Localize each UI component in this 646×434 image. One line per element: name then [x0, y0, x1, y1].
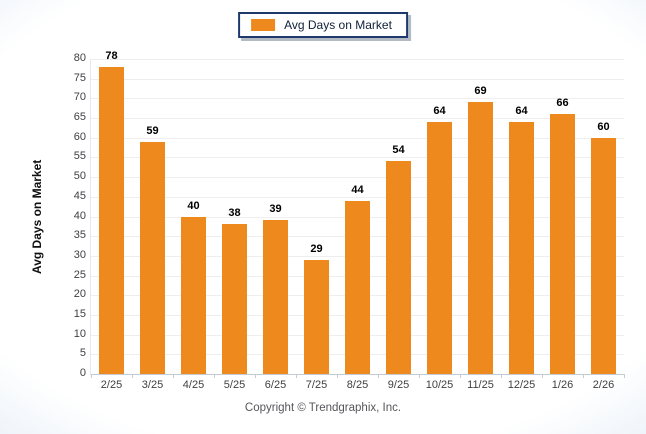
x-axis-tick: [542, 374, 543, 378]
x-axis-tick: [460, 374, 461, 378]
y-tick-label: 60: [73, 130, 86, 143]
y-tick-label: 5: [79, 347, 86, 360]
bar-value-label: 40: [187, 199, 200, 212]
x-axis-tick: [91, 374, 92, 378]
gridline: [91, 177, 624, 179]
bar-8/25: [345, 200, 370, 374]
bar-9/25: [386, 161, 411, 374]
x-axis-tick: [255, 374, 256, 378]
bar-value-label: 78: [105, 49, 118, 62]
x-axis-label: 2/26: [592, 379, 615, 391]
legend: Avg Days on Market: [238, 12, 408, 38]
y-axis-labels: 0 5 10 15 20 25 30 35 40 45 50 55 60 65 70 75 80: [52, 53, 86, 379]
y-tick-label: 45: [73, 189, 86, 202]
bar-2/26: [591, 137, 616, 374]
x-axis-tick: [132, 374, 133, 378]
gridline: [91, 59, 624, 60]
gridline: [91, 118, 624, 120]
y-tick-label: 80: [73, 52, 86, 64]
x-axis-label: 11/25: [467, 379, 494, 391]
y-tick-label: 30: [73, 248, 86, 261]
bar-12/25: [509, 122, 534, 374]
bar-1/26: [550, 114, 575, 374]
x-axis-tick: [337, 374, 338, 378]
x-axis-tick: [624, 374, 625, 378]
y-tick-label: 10: [73, 327, 86, 340]
bar-value-label: 44: [351, 183, 364, 196]
y-tick-label: 75: [73, 71, 86, 84]
legend-label: Avg Days on Market: [284, 18, 392, 32]
x-axis-tick: [419, 374, 420, 378]
bar-value-label: 69: [474, 85, 487, 98]
x-axis-tick: [583, 374, 584, 378]
y-tick-label: 0: [79, 367, 86, 379]
gridline: [91, 196, 624, 198]
x-axis-tick: [173, 374, 174, 378]
y-tick-label: 55: [73, 150, 86, 163]
bar-value-label: 59: [146, 124, 159, 137]
y-tick-label: 35: [73, 229, 86, 242]
bar-value-label: 39: [269, 203, 282, 216]
bar-value-label: 66: [556, 97, 569, 110]
bar-11/25: [468, 102, 493, 374]
plot-area: 78 2/25 59 3/25 40 4/25 38 5/25 39 6/25 29 7/25 44 8/…: [90, 50, 625, 391]
x-axis-label: 1/26: [551, 379, 574, 391]
gridline: [91, 78, 624, 80]
bar-value-label: 38: [228, 207, 241, 220]
x-axis-label: 7/25: [305, 379, 328, 391]
y-tick-label: 15: [73, 307, 86, 320]
x-axis-tick: [501, 374, 502, 378]
bar-value-label: 64: [515, 105, 528, 117]
y-tick-label: 70: [73, 91, 86, 104]
y-tick-label: 65: [73, 111, 86, 124]
x-axis-tick: [296, 374, 297, 378]
bar-value-label: 54: [392, 144, 405, 157]
y-tick-label: 40: [73, 209, 86, 222]
x-axis-label: 9/25: [387, 379, 410, 391]
bar-2/25: [99, 66, 124, 374]
legend-swatch-icon: [251, 19, 276, 31]
bar-4/25: [181, 216, 206, 374]
x-axis-tick: [214, 374, 215, 378]
x-axis-label: 10/25: [425, 379, 454, 391]
x-axis-label: 8/25: [346, 379, 369, 391]
x-axis-label: 2/25: [100, 379, 123, 391]
bar-value-label: 60: [597, 120, 610, 133]
bar-7/25: [304, 259, 329, 374]
y-tick-label: 25: [73, 268, 86, 281]
x-axis-label: 3/25: [141, 379, 164, 391]
bar-value-label: 29: [310, 242, 323, 255]
bar-value-label: 64: [433, 105, 446, 117]
gridline: [91, 137, 624, 139]
gridline: [91, 98, 624, 100]
bar-10/25: [427, 122, 452, 374]
x-axis-label: 12/25: [507, 379, 536, 391]
x-axis-label: 4/25: [182, 379, 205, 391]
x-axis-tick: [378, 374, 379, 378]
copyright-text: Copyright © Trendgraphix, Inc.: [244, 402, 402, 414]
bar-5/25: [222, 224, 247, 374]
y-tick-label: 50: [73, 170, 86, 183]
bar-3/25: [140, 141, 165, 374]
gridline: [91, 157, 624, 159]
y-axis-title: Avg Days on Market: [30, 159, 44, 274]
x-axis-label: 6/25: [264, 379, 287, 391]
bar-6/25: [263, 220, 288, 374]
x-axis-label: 5/25: [223, 379, 246, 391]
y-tick-label: 20: [73, 288, 86, 301]
